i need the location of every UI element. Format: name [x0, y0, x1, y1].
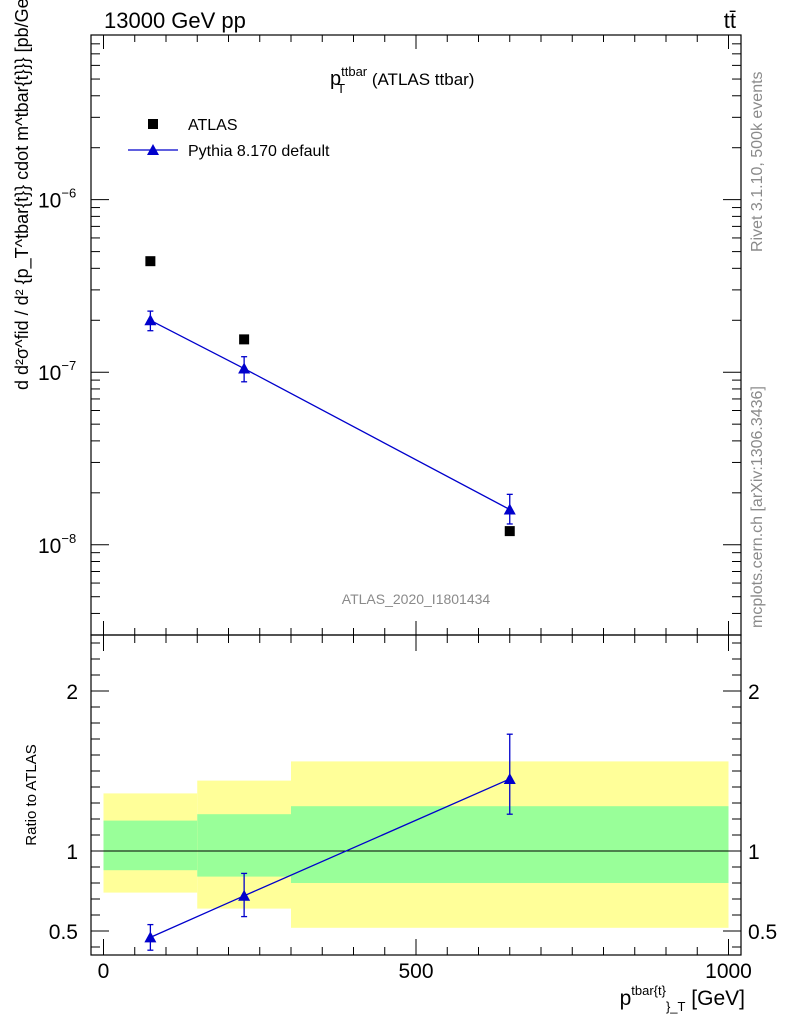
ratio-y-tick-label-right: 0.5	[748, 921, 777, 944]
main-panel: 10−6 10−7 10−8 pttbar T (ATLAS ttbar) ATLAS…	[12, 0, 742, 636]
uncertainty-band-green	[197, 814, 291, 877]
atlas-point	[239, 334, 250, 345]
ratio-bands	[103, 761, 729, 928]
ratio-point	[503, 773, 516, 784]
main-y-axis-label: d d²σ^fid / d² {p_T^tbar{t}} cdot m^tbar…	[12, 0, 33, 390]
title-sup: ttbar	[341, 64, 368, 79]
uncertainty-band-green	[103, 820, 198, 871]
process-label: tt̄	[724, 8, 736, 33]
main-y-tick-label: 10−8	[38, 531, 76, 558]
ratio-ticks: 0.5 0.5 1 1 2 2 0 500 1000	[49, 635, 777, 983]
energy-label: 13000 GeV pp	[104, 8, 246, 33]
ratio-y-axis-label: Ratio to ATLAS	[23, 744, 40, 845]
plot-title: pttbar T (ATLAS ttbar)	[330, 64, 474, 96]
mcplots-label: mcplots.cern.ch [arXiv:1306.3436]	[749, 386, 766, 628]
ratio-y-tick-label-right: 1	[748, 841, 760, 864]
analysis-label: ATLAS_2020_I1801434	[342, 591, 491, 607]
main-y-tick-label: 10−6	[38, 186, 76, 213]
pythia-line	[150, 319, 511, 511]
ratio-panel: 0.5 0.5 1 1 2 2 0 500 1000 Ratio to ATLAS ptbar{…	[23, 634, 777, 1014]
ratio-y-tick-label-left: 0.5	[49, 921, 78, 944]
rivet-label: Rivet 3.1.10, 500k events	[749, 71, 766, 252]
legend-marker-pythia	[147, 144, 159, 155]
title-rest: (ATLAS ttbar)	[367, 70, 474, 89]
x-tick-label: 1000	[705, 960, 752, 983]
title-main: p	[330, 68, 341, 90]
atlas-point	[145, 256, 156, 267]
pythia-point	[238, 362, 251, 374]
title-sub: T	[337, 81, 345, 96]
ratio-data	[144, 733, 516, 951]
ratio-y-tick-label-left: 2	[66, 681, 78, 704]
x-label-sub: }_T	[666, 999, 686, 1014]
ratio-point	[144, 931, 157, 943]
ratio-y-tick-label-left: 1	[66, 841, 78, 864]
ratio-point	[238, 889, 251, 901]
x-tick-label: 500	[398, 960, 433, 983]
legend-label-atlas: ATLAS	[188, 117, 238, 134]
x-label-main: p	[620, 987, 632, 1010]
x-axis-label: ptbar{t}}_T [GeV]	[620, 983, 745, 1014]
main-y-tick-label: 10−7	[38, 358, 76, 385]
ratio-y-tick-label-right: 2	[748, 681, 760, 704]
pythia-point	[503, 503, 516, 515]
legend-label-pythia: Pythia 8.170 default	[188, 143, 330, 160]
legend-marker-atlas	[148, 119, 158, 129]
main-y-axis-label-text: d d²σ^fid / d² {p_T^tbar{t}} cdot m^tbar…	[12, 0, 33, 390]
x-tick-label: 0	[98, 960, 110, 983]
pythia-point	[144, 314, 157, 326]
x-label-unit: [GeV]	[685, 987, 745, 1010]
legend: ATLAS Pythia 8.170 default	[128, 117, 330, 160]
uncertainty-band-green	[291, 806, 729, 883]
main-data	[144, 256, 516, 537]
atlas-point	[504, 526, 515, 537]
x-label-sup: tbar{t}	[631, 983, 666, 998]
main-ticks: 10−6 10−7 10−8	[38, 34, 741, 636]
